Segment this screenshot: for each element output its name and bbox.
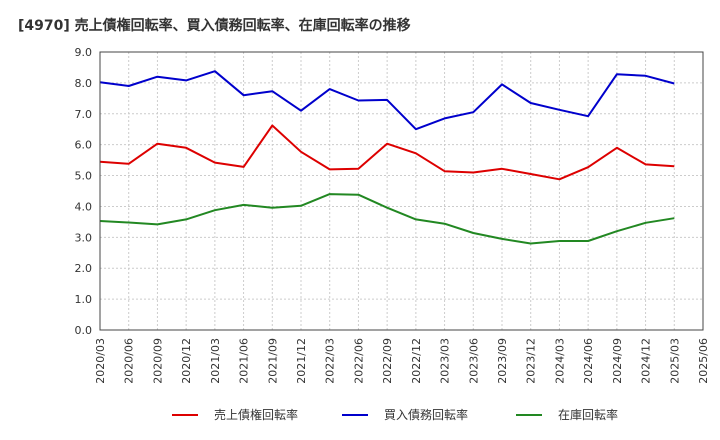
x-tick-label: 2020/09 xyxy=(151,338,164,384)
y-tick-label: 9.0 xyxy=(75,46,93,59)
x-tick-label: 2025/03 xyxy=(668,338,681,384)
x-tick-label: 2023/09 xyxy=(496,338,509,384)
y-tick-label: 8.0 xyxy=(75,77,93,90)
x-tick-label: 2022/12 xyxy=(410,338,423,384)
legend: 売上債権回転率 買入債務回転率 在庫回転率 xyxy=(172,407,618,422)
series-lines xyxy=(99,70,675,245)
x-tick-label: 2023/12 xyxy=(525,338,538,384)
y-tick-label: 2.0 xyxy=(75,262,93,275)
legend-label-0: 売上債権回転率 xyxy=(214,407,298,422)
series-line-2 xyxy=(99,193,675,245)
grid xyxy=(99,51,704,331)
x-tick-label: 2021/03 xyxy=(209,338,222,384)
x-tick-label: 2022/09 xyxy=(381,338,394,384)
x-tick-label: 2024/06 xyxy=(582,338,595,384)
y-tick-label: 7.0 xyxy=(75,108,93,121)
x-tick-label: 2023/06 xyxy=(467,338,480,384)
x-tick-label: 2021/06 xyxy=(238,338,251,384)
y-tick-label: 3.0 xyxy=(75,231,93,244)
x-tick-label: 2024/09 xyxy=(611,338,624,384)
chart-title: [4970] 売上債権回転率、買入債務回転率、在庫回転率の推移 xyxy=(18,17,411,34)
x-tick-label: 2021/12 xyxy=(295,338,308,384)
series-line-0 xyxy=(99,124,675,181)
x-tick-label: 2021/09 xyxy=(266,338,279,384)
x-tick-label: 2025/06 xyxy=(697,338,710,384)
series-line-1 xyxy=(99,70,675,131)
x-tick-label: 2020/06 xyxy=(123,338,136,384)
x-tick-label: 2023/03 xyxy=(439,338,452,384)
x-tick-label: 2024/03 xyxy=(553,338,566,384)
y-tick-label: 6.0 xyxy=(75,139,93,152)
y-tick-label: 5.0 xyxy=(75,170,93,183)
plot-frame xyxy=(99,51,704,331)
x-axis-ticks: 2020/03 2020/06 2020/09 2020/12 2021/03 2021/… xyxy=(94,338,710,384)
y-tick-label: 1.0 xyxy=(75,293,93,306)
x-tick-label: 2020/12 xyxy=(180,338,193,384)
x-tick-label: 2020/03 xyxy=(94,338,107,384)
y-tick-label: 4.0 xyxy=(75,200,93,213)
legend-label-1: 買入債務回転率 xyxy=(384,407,468,422)
y-axis-ticks: 0.0 1.0 2.0 3.0 4.0 5.0 6.0 7.0 8.0 9.0 xyxy=(75,46,93,337)
y-tick-label: 0.0 xyxy=(75,324,93,337)
x-tick-label: 2024/12 xyxy=(640,338,653,384)
x-tick-label: 2022/03 xyxy=(324,338,337,384)
x-tick-label: 2022/06 xyxy=(352,338,365,384)
legend-label-2: 在庫回転率 xyxy=(558,407,618,422)
